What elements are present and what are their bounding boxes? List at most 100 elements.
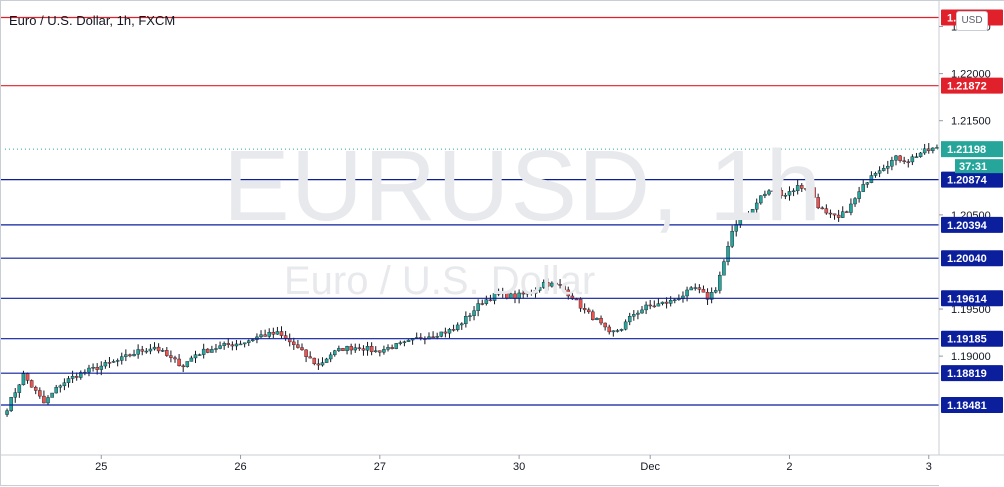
candle [615, 328, 620, 333]
candle-body [263, 334, 267, 337]
candle-body [783, 195, 788, 197]
support-badge [941, 171, 1003, 188]
candle-body [394, 343, 398, 349]
candle [767, 189, 771, 196]
candle-body [124, 354, 128, 357]
candle [849, 198, 853, 216]
candle [148, 344, 153, 355]
candle [279, 326, 284, 339]
candle [107, 356, 112, 368]
candle-body [718, 274, 722, 291]
candle [292, 337, 296, 350]
candle-body [685, 289, 689, 297]
candle-body [881, 168, 886, 171]
candle [713, 287, 718, 294]
candle [742, 212, 747, 219]
candle [136, 344, 140, 359]
candle-body [447, 329, 452, 334]
candle [922, 143, 927, 155]
candle [304, 349, 308, 363]
candle-body [701, 289, 706, 293]
candle-body [898, 155, 902, 161]
candle [382, 345, 386, 355]
candle [58, 384, 63, 393]
candle-body [140, 349, 144, 352]
candle-body [345, 346, 349, 351]
candle [771, 190, 775, 194]
candle-body [480, 303, 484, 305]
candle-body [185, 361, 190, 368]
candle [328, 352, 333, 363]
candle [226, 337, 231, 348]
candle-body [54, 387, 58, 394]
candle [562, 283, 566, 294]
candle-body [644, 304, 648, 311]
candle-body [267, 331, 271, 337]
candle [402, 340, 407, 347]
candle-body [779, 190, 784, 196]
candle-body [636, 312, 640, 315]
candle-body [705, 292, 710, 300]
candle-body [353, 347, 358, 351]
candle [115, 358, 120, 367]
y-tick-label: 1.19500 [951, 304, 991, 316]
candle-body [386, 347, 390, 350]
x-tick-label: Dec [640, 461, 660, 473]
candle-body [849, 203, 853, 213]
candle-body [771, 190, 775, 193]
candle [746, 211, 751, 217]
candle-body [890, 160, 894, 167]
candle [492, 288, 497, 305]
candle [349, 343, 353, 355]
resistance-badge [941, 77, 1003, 94]
candle-body [455, 324, 460, 331]
candle-body [29, 380, 34, 388]
candle [693, 283, 698, 291]
candle [406, 339, 411, 342]
candle [500, 287, 505, 298]
candle [464, 311, 468, 328]
candle [558, 279, 562, 289]
candle-body [464, 316, 468, 324]
candle-body [521, 292, 525, 295]
candle [578, 297, 583, 312]
candle [685, 286, 689, 302]
support-badge [941, 365, 1003, 382]
candle [763, 190, 767, 199]
candle-body [165, 350, 169, 356]
candle [156, 343, 161, 354]
candle [103, 359, 108, 369]
candle-body [914, 156, 919, 158]
candle-body [787, 191, 792, 196]
candle-body [99, 365, 104, 370]
candle-body [50, 392, 54, 398]
price-axis[interactable]: 1.225001.220001.215001.205001.195001.190… [938, 1, 1004, 487]
candle-body [337, 348, 341, 351]
currency-button[interactable]: USD [956, 11, 988, 31]
candle-body [197, 354, 202, 356]
candle [197, 353, 202, 356]
candle [603, 322, 607, 331]
candle [42, 390, 46, 404]
time-axis[interactable]: 25 26 27 30 Dec 2 3 [1, 454, 1004, 473]
candle [185, 361, 190, 368]
candle [906, 159, 911, 168]
candle-body [341, 348, 345, 351]
candle-body [226, 343, 231, 345]
chart-title: Euro / U.S. Dollar, 1h, FXCM [9, 13, 176, 28]
candle-body [935, 147, 939, 149]
support-badge-label: 1.18819 [947, 368, 987, 380]
x-tick-label: 27 [374, 461, 386, 473]
candle-body [586, 309, 591, 313]
candle-body [246, 340, 251, 343]
candle-body [570, 295, 575, 300]
candle-body [562, 285, 566, 291]
candle-body [349, 346, 353, 351]
candle-body [136, 349, 140, 355]
candle [451, 324, 456, 332]
candle-body [603, 322, 607, 328]
candle [414, 332, 419, 339]
candle [320, 357, 325, 367]
candle [824, 204, 829, 215]
